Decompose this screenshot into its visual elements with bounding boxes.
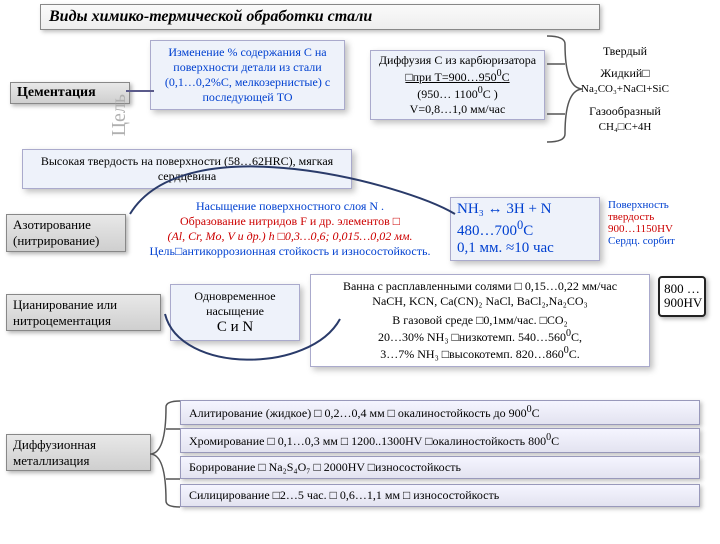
diffusion-line3: (950… 11000C ) — [375, 85, 540, 102]
diffusion-rate: V=0,8…1,0 мм/час — [375, 102, 540, 117]
nh3-temp: 480…7000C — [457, 218, 593, 240]
row-si: Силицирование □2…5 час. □ 0,6…1,1 мм □ и… — [180, 484, 700, 507]
env-solid: Твердый — [560, 44, 690, 59]
simultaneous-box: Одновременное насыщение C и N — [170, 284, 300, 341]
row-al: Алитирование (жидкое) □ 0,2…0,4 мм □ ока… — [180, 400, 700, 425]
row-b: Борирование □ Na₂S₄O₇ □ 2000HV □износост… — [180, 456, 700, 479]
section-nitriding: Азотирование (нитрирование) — [6, 214, 126, 252]
cementation-result: Высокая твердость на поверхности (58…62H… — [22, 149, 352, 189]
carbon-change-box: Изменение % содержания C на поверхности … — [150, 40, 345, 110]
nitriding-reaction-box: NH₃ ↔ 3H + N 480…7000C 0,1 мм. ≈10 час — [450, 197, 600, 261]
env-liquid: Жидкий□ Na₂CO₃+NaCl+SiC — [560, 66, 690, 96]
page-title: Виды химико-термической обработки стали — [40, 4, 600, 30]
metall-bracket — [150, 399, 184, 509]
diffusion-line2: □при T=900…9500C — [375, 68, 540, 85]
goal-vertical-label: Цель — [108, 94, 131, 136]
diffusion-box: Диффузия C из карбюризатора □при T=900…9… — [370, 50, 545, 120]
section-metallization: Диффузионная металлизация — [6, 434, 151, 471]
section-cyaniding: Цианирование или нитроцементация — [6, 294, 161, 331]
nitriding-surface: Поверхность твердость 900…1150HV Сердц. … — [608, 199, 718, 247]
diffusion-line1: Диффузия C из карбюризатора — [375, 53, 540, 68]
nh3-time: 0,1 мм. ≈10 час — [457, 240, 593, 257]
env-gas: Газообразный CH₄□C+4H — [560, 104, 690, 134]
cyaniding-details: Ванна с расплавленными солями □ 0,15…0,2… — [310, 274, 650, 367]
hv-badge: 800 … 900HV — [658, 276, 706, 317]
nh3-reaction: NH₃ ↔ 3H + N — [457, 201, 593, 218]
nitriding-text: Насыщение поверхностного слоя N . Образо… — [135, 199, 445, 259]
row-cr: Хромирование □ 0,1…0,3 мм □ 1200..1300HV… — [180, 428, 700, 453]
